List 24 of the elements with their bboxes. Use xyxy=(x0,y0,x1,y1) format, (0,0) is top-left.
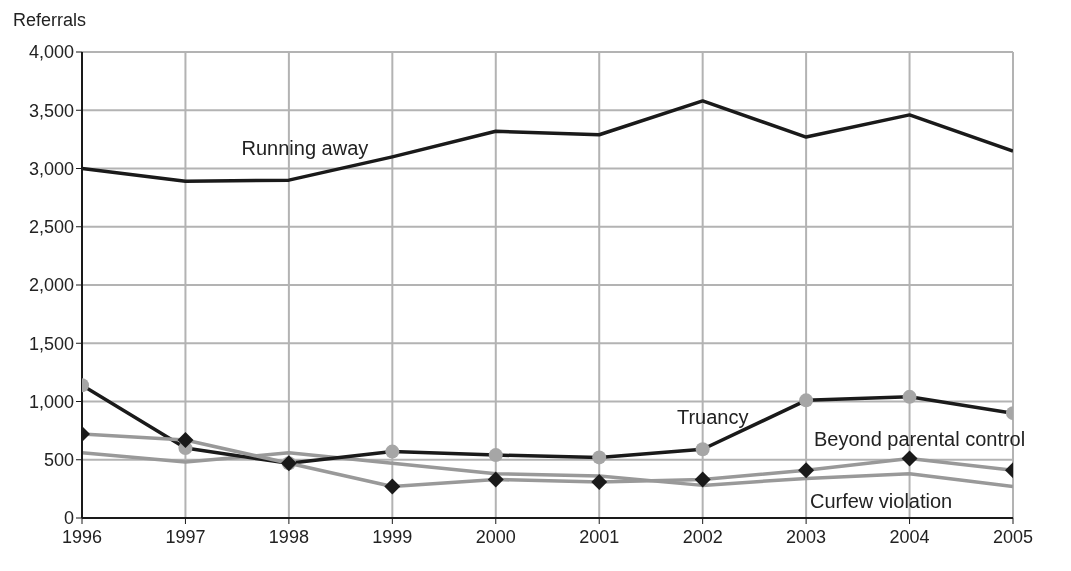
series-label: Beyond parental control xyxy=(813,427,1026,450)
x-tick-label: 1999 xyxy=(372,526,413,547)
y-axis-title: Referrals xyxy=(13,10,87,31)
x-tick-label: 1996 xyxy=(61,526,103,547)
y-tick-label: 1,500 xyxy=(28,333,74,354)
y-tick-label: 4,000 xyxy=(28,42,74,63)
y-tick-label: 0 xyxy=(63,508,74,529)
y-tick-label: 1,000 xyxy=(28,391,74,412)
x-tick-label: 2001 xyxy=(579,526,620,547)
x-tick-label: 2005 xyxy=(992,526,1034,547)
series-label: Running away xyxy=(241,137,369,160)
x-tick-label: 2002 xyxy=(682,526,723,547)
x-tick-label: 1997 xyxy=(165,526,206,547)
x-tick-label: 2004 xyxy=(889,526,930,547)
y-tick-label: 3,000 xyxy=(28,158,74,179)
x-tick-label: 1998 xyxy=(268,526,309,547)
y-tick-label: 3,500 xyxy=(28,100,74,121)
y-tick-label: 2,000 xyxy=(28,275,74,296)
y-tick-label: 2,500 xyxy=(28,217,74,238)
series-label: Truancy xyxy=(676,406,749,429)
series-label: Curfew violation xyxy=(809,490,953,513)
y-tick-label: 500 xyxy=(43,450,74,471)
x-tick-label: 2003 xyxy=(786,526,827,547)
x-tick-label: 2000 xyxy=(475,526,516,547)
